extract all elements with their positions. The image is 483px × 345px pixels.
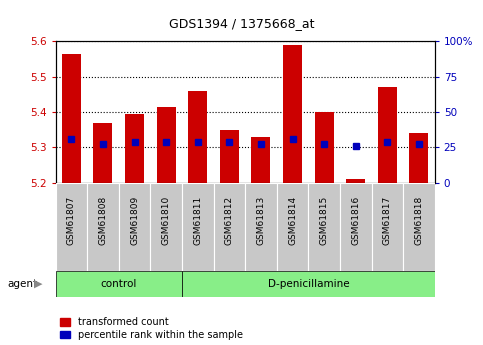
Bar: [283, 45, 302, 183]
Bar: [188, 91, 207, 183]
Text: control: control: [100, 279, 137, 289]
Bar: [156, 107, 176, 183]
Bar: [94, 123, 113, 183]
Bar: [346, 179, 365, 183]
Bar: [119, 183, 150, 271]
Bar: [410, 134, 428, 183]
Bar: [220, 130, 239, 183]
Legend: transformed count, percentile rank within the sample: transformed count, percentile rank withi…: [60, 317, 243, 340]
Text: GSM61815: GSM61815: [320, 196, 328, 245]
Bar: [378, 87, 397, 183]
Text: D-penicillamine: D-penicillamine: [268, 279, 349, 289]
Bar: [245, 183, 277, 271]
Text: GDS1394 / 1375668_at: GDS1394 / 1375668_at: [169, 17, 314, 30]
Text: GSM61807: GSM61807: [67, 196, 76, 245]
Text: agent: agent: [7, 279, 37, 289]
Text: GSM61808: GSM61808: [99, 196, 107, 245]
Bar: [371, 183, 403, 271]
Bar: [213, 183, 245, 271]
Bar: [403, 183, 435, 271]
Bar: [125, 114, 144, 183]
Text: ▶: ▶: [34, 279, 43, 289]
Bar: [340, 183, 371, 271]
Bar: [182, 271, 435, 297]
Text: GSM61812: GSM61812: [225, 196, 234, 245]
Text: GSM61817: GSM61817: [383, 196, 392, 245]
Text: GSM61811: GSM61811: [193, 196, 202, 245]
Bar: [314, 112, 334, 183]
Text: GSM61818: GSM61818: [414, 196, 424, 245]
Bar: [182, 183, 213, 271]
Text: GSM61810: GSM61810: [162, 196, 170, 245]
Bar: [252, 137, 270, 183]
Bar: [62, 54, 81, 183]
Text: GSM61814: GSM61814: [288, 196, 297, 245]
Bar: [150, 183, 182, 271]
Bar: [87, 183, 119, 271]
Bar: [56, 183, 87, 271]
Bar: [56, 271, 182, 297]
Text: GSM61816: GSM61816: [351, 196, 360, 245]
Bar: [308, 183, 340, 271]
Text: GSM61813: GSM61813: [256, 196, 266, 245]
Text: GSM61809: GSM61809: [130, 196, 139, 245]
Bar: [277, 183, 308, 271]
